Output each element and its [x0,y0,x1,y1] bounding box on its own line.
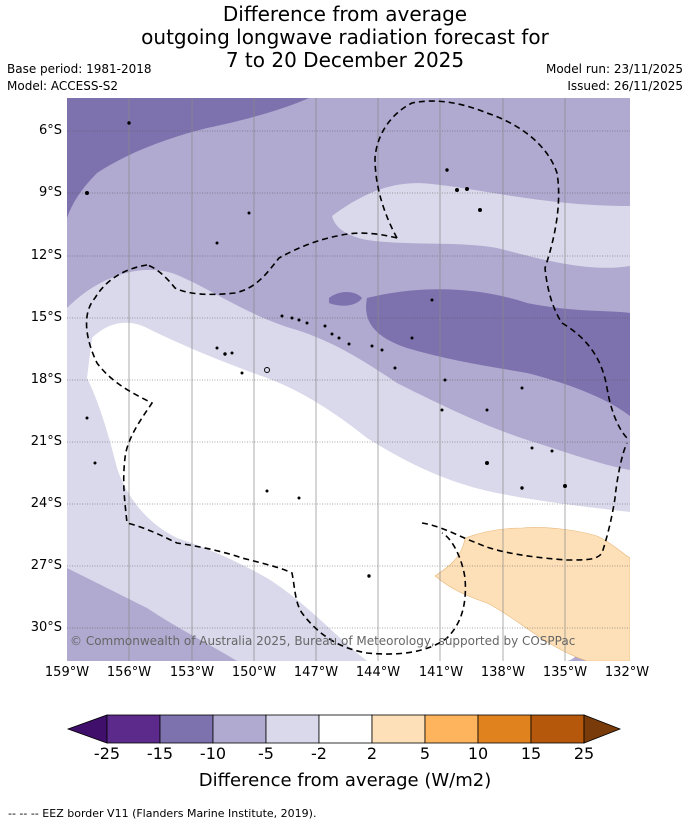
model-name: Model: ACCESS-S2 [7,79,119,93]
colorbar-tick-label: -5 [258,744,274,763]
colorbar-tick-label: 2 [366,744,378,763]
lat-label-15s: 15°S [30,310,62,325]
colorbar-segment [371,714,426,744]
colorbar-tick-label: -2 [311,744,327,763]
colorbar-segment [212,714,267,744]
weak-negative-region-northeast [332,183,630,268]
positive-anomaly-region [434,527,630,661]
colorbar-tick-label: -25 [93,744,121,763]
eez-borders [85,100,628,655]
lat-label-9s: 9°S [38,185,62,200]
eez-border-cook-islands [374,100,628,439]
colorbar-segment [318,714,373,744]
base-period: Base period: 1981-2018 [7,62,152,76]
lat-label-21s: 21°S [30,434,62,449]
strong-negative-patch [329,292,362,306]
lon-label-147w: 147°W [293,665,339,680]
colorbar-tick-label: 5 [419,744,431,763]
lon-label-150w: 150°W [231,665,277,680]
title-line-2: outgoing longwave radiation forecast for [141,25,549,49]
colorbar-segment [424,714,479,744]
model-run: Model run: 23/11/2025 [545,62,683,76]
colorbar-segment [106,714,161,744]
lon-label-138w: 138°W [480,665,526,680]
lon-label-159w: 159°W [44,665,90,680]
strong-negative-region-northwest [67,98,309,218]
lat-label-18s: 18°S [30,372,62,387]
lon-label-156w: 156°W [106,665,152,680]
lon-label-132w: 132°W [604,665,650,680]
colorbar-tick-label: 10 [467,744,489,763]
eez-border-kiribati [146,232,398,296]
colorbar-segment [265,714,320,744]
lat-label-24s: 24°S [30,496,62,511]
colorbar-tick-label: -15 [146,744,174,763]
colorbar-segment [159,714,214,744]
lon-label-144w: 144°W [355,665,401,680]
olr-anomaly-map [67,98,630,661]
eez-border-french-polynesia [85,264,628,655]
lat-label-27s: 27°S [30,558,62,573]
colorbar-extend-min [66,714,108,744]
lon-label-135w: 135°W [542,665,588,680]
colorbar-extend-max [583,714,622,744]
colorbar-segment [530,714,585,744]
colorbar-title: Difference from average (W/m2) [198,770,492,791]
colorbar-tick-label: 25 [573,744,595,763]
lon-label-153w: 153°W [169,665,215,680]
colorbar [66,714,622,744]
lat-label-6s: 6°S [38,123,62,138]
longitude-gridlines [128,98,566,661]
title-line-3: 7 to 20 December 2025 [225,48,465,72]
colorbar-tick-label: 15 [520,744,542,763]
lat-label-12s: 12°S [30,248,62,263]
title-line-1: Difference from average [222,2,468,26]
copyright-notice: © Commonwealth of Australia 2025, Bureau… [70,634,576,648]
issued-date: Issued: 26/11/2025 [567,79,683,93]
islands [85,121,567,578]
eez-footer-note: -- -- -- EEZ border V11 (Flanders Marine… [8,807,317,820]
lat-label-30s: 30°S [30,620,62,635]
colorbar-segment [477,714,532,744]
lon-label-141w: 141°W [418,665,464,680]
colorbar-tick-label: -10 [199,744,227,763]
strong-negative-region-east [366,289,630,416]
